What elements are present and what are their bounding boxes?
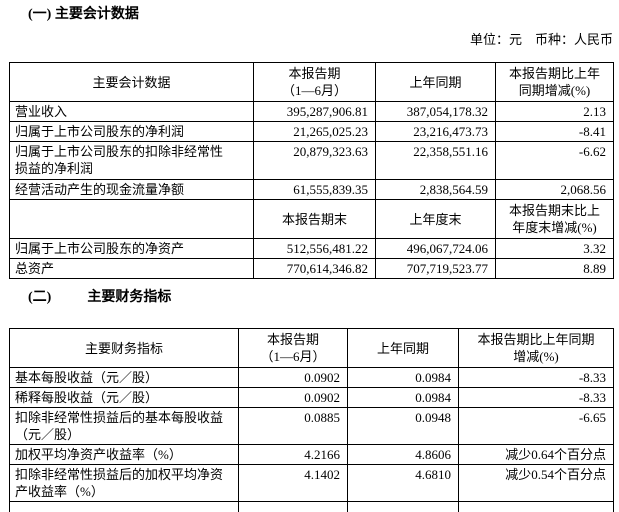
table1-header-current-period: 本报告期 （1—6月） — [253, 62, 376, 102]
table1-header-current-line1: 本报告期 — [288, 66, 341, 81]
row-label: 经营活动产生的现金流量净额 — [9, 179, 254, 200]
table1-header-current-line2: （1—6月） — [281, 83, 347, 98]
value-change: 减少0.64个百分点 — [458, 444, 614, 465]
value-change: 2.13 — [495, 101, 614, 122]
table1-header-change-line1: 本报告期比上年 — [508, 66, 600, 81]
table-row: 归属于上市公司股东的净资产 512,556,481.22 496,067,724… — [9, 238, 614, 259]
row-label: 扣除非经常性损益后的加权平均净资产收益率（%） — [9, 464, 239, 502]
table1-header-change-line2: 同期增减(%) — [518, 83, 591, 98]
table-row: 总资产 770,614,346.82 707,719,523.77 8.89 — [9, 258, 614, 279]
value-prior-period: 0.0984 — [347, 367, 459, 388]
section2-title-text: 主要财务指标 — [87, 290, 172, 305]
value-prior-period: 4.8606 — [347, 444, 459, 465]
table-row: 经营活动产生的现金流量净额 61,555,839.35 2,838,564.59… — [9, 179, 614, 200]
value-change: -6.65 — [458, 407, 614, 445]
row-label: 稀释每股收益（元／股） — [9, 387, 239, 408]
row-label: 归属于上市公司股东的扣除非经常性损益的净利润 — [9, 141, 254, 180]
table1-header-change: 本报告期比上年 同期增减(%) — [495, 62, 614, 102]
value-current-period: 0.0902 — [238, 367, 348, 388]
table-row: 扣除非经常性损益后的基本每股收益（元／股） 0.0885 0.0948 -6.6… — [9, 407, 614, 445]
section2-heading: (二) 主要财务指标 — [28, 289, 619, 307]
table1-header-indicator: 主要会计数据 — [9, 62, 254, 102]
table-row: 营业收入 395,287,906.81 387,054,178.32 2.13 — [9, 101, 614, 122]
value-period-end: 770,614,346.82 — [253, 258, 376, 279]
row-label: 营业收入 — [9, 101, 254, 122]
row-label: 归属于上市公司股东的净利润 — [9, 121, 254, 142]
table1-subheader-period-end: 本报告期末 — [253, 199, 376, 239]
value-change: -6.62 — [495, 141, 614, 180]
table1-header-row: 主要会计数据 本报告期 （1—6月） 上年同期 本报告期比上年 同期增减(%) — [9, 62, 614, 102]
table-row-cutoff — [9, 501, 614, 512]
key-financial-indicators-table: 主要财务指标 本报告期 （1—6月） 上年同期 本报告期比上年同期 增减(%) … — [9, 328, 614, 512]
section2-number: (二) — [28, 290, 52, 305]
value-current-period: 61,555,839.35 — [253, 179, 376, 200]
table2-header-change-line2: 增减(%) — [513, 349, 559, 364]
row-label: 扣除非经常性损益后的基本每股收益（元／股） — [9, 407, 239, 445]
value-prior-period: 0.0948 — [347, 407, 459, 445]
table-row: 稀释每股收益（元／股） 0.0902 0.0984 -8.33 — [9, 387, 614, 408]
value-change: 8.89 — [495, 258, 614, 279]
table2-header-row: 主要财务指标 本报告期 （1—6月） 上年同期 本报告期比上年同期 增减(%) — [9, 328, 614, 368]
value-current-period: 0.0885 — [238, 407, 348, 445]
table2-header-change-line1: 本报告期比上年同期 — [477, 332, 595, 347]
value-prior-period — [347, 501, 459, 512]
table1-subheader-change-line1: 本报告期末比上 — [508, 203, 600, 218]
value-change: 2,068.56 — [495, 179, 614, 200]
section1-heading: (一) 主要会计数据 — [28, 6, 619, 24]
value-change: 减少0.54个百分点 — [458, 464, 614, 502]
value-change — [458, 501, 614, 512]
section1-title-text: (一) 主要会计数据 — [28, 7, 139, 22]
currency-unit-note: 单位：元 币种：人民币 — [469, 32, 613, 47]
value-prior-period: 22,358,551.16 — [375, 141, 496, 180]
table1-subheader-change-line2: 年度末增减(%) — [512, 220, 597, 235]
value-prior-period: 387,054,178.32 — [375, 101, 496, 122]
value-current-period: 4.1402 — [238, 464, 348, 502]
value-prior-year-end: 707,719,523.77 — [375, 258, 496, 279]
table-row: 归属于上市公司股东的净利润 21,265,025.23 23,216,473.7… — [9, 121, 614, 142]
table-row: 扣除非经常性损益后的加权平均净资产收益率（%） 4.1402 4.6810 减少… — [9, 464, 614, 502]
table-row: 基本每股收益（元／股） 0.0902 0.0984 -8.33 — [9, 367, 614, 388]
value-current-period — [238, 501, 348, 512]
table1-subheader-row: 本报告期末 上年度末 本报告期末比上 年度末增减(%) — [9, 199, 614, 239]
key-accounting-data-table: 主要会计数据 本报告期 （1—6月） 上年同期 本报告期比上年 同期增减(%) … — [9, 62, 614, 279]
table1-subheader-empty — [9, 199, 254, 239]
value-current-period: 0.0902 — [238, 387, 348, 408]
row-label: 总资产 — [9, 258, 254, 279]
value-prior-period: 2,838,564.59 — [375, 179, 496, 200]
value-prior-period: 4.6810 — [347, 464, 459, 502]
row-label: 归属于上市公司股东的净资产 — [9, 238, 254, 259]
table2-header-prior-period: 上年同期 — [347, 328, 459, 368]
table2-header-current-period: 本报告期 （1—6月） — [238, 328, 348, 368]
value-current-period: 395,287,906.81 — [253, 101, 376, 122]
table-row: 加权平均净资产收益率（%） 4.2166 4.8606 减少0.64个百分点 — [9, 444, 614, 465]
value-change: -8.41 — [495, 121, 614, 142]
value-current-period: 20,879,323.63 — [253, 141, 376, 180]
value-prior-period: 0.0984 — [347, 387, 459, 408]
table2-header-current-line2: （1—6月） — [260, 349, 326, 364]
table2-header-current-line1: 本报告期 — [266, 332, 319, 347]
table1-subheader-change: 本报告期末比上 年度末增减(%) — [495, 199, 614, 239]
value-prior-year-end: 496,067,724.06 — [375, 238, 496, 259]
value-change: 3.32 — [495, 238, 614, 259]
value-current-period: 4.2166 — [238, 444, 348, 465]
table1-subheader-prior-year-end: 上年度末 — [375, 199, 496, 239]
value-change: -8.33 — [458, 367, 614, 388]
row-label: 加权平均净资产收益率（%） — [9, 444, 239, 465]
row-label: 基本每股收益（元／股） — [9, 367, 239, 388]
value-period-end: 512,556,481.22 — [253, 238, 376, 259]
table2-header-indicator: 主要财务指标 — [9, 328, 239, 368]
value-change: -8.33 — [458, 387, 614, 408]
table2-header-change: 本报告期比上年同期 增减(%) — [458, 328, 614, 368]
table1-header-prior-period: 上年同期 — [375, 62, 496, 102]
value-current-period: 21,265,025.23 — [253, 121, 376, 142]
row-label — [9, 501, 239, 512]
value-prior-period: 23,216,473.73 — [375, 121, 496, 142]
table-row: 归属于上市公司股东的扣除非经常性损益的净利润 20,879,323.63 22,… — [9, 141, 614, 180]
